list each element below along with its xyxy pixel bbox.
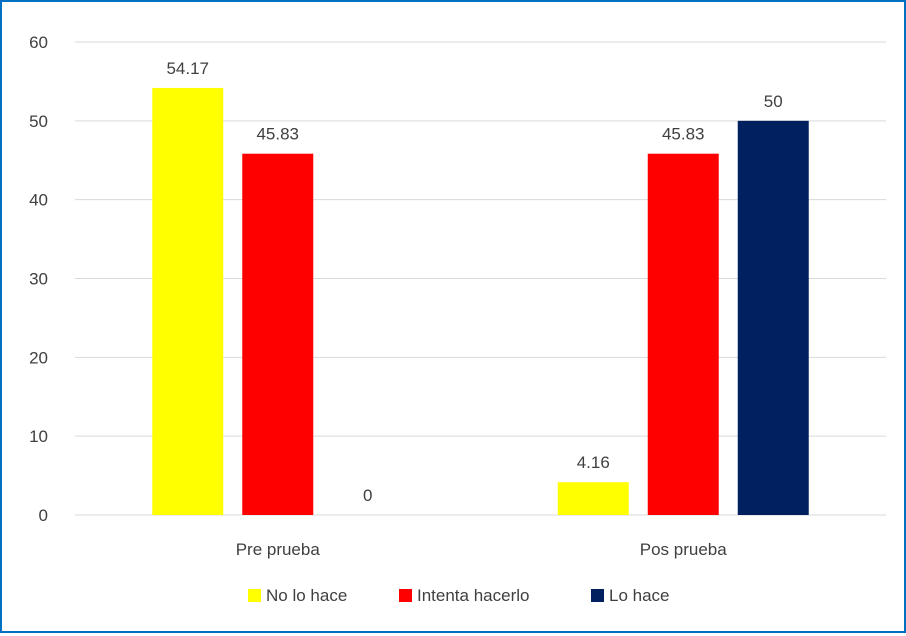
data-label: 54.17 (166, 59, 209, 78)
legend-label: Intenta hacerlo (417, 586, 529, 605)
bar (557, 482, 629, 515)
data-label: 45.83 (662, 125, 705, 144)
y-tick-label: 30 (29, 270, 48, 289)
data-label: 4.16 (577, 453, 610, 472)
y-tick-label: 60 (29, 33, 48, 52)
legend-swatch (248, 589, 261, 602)
data-label: 45.83 (256, 125, 299, 144)
y-tick-label: 10 (29, 427, 48, 446)
data-label: 0 (363, 486, 372, 505)
y-tick-label: 40 (29, 191, 48, 210)
y-tick-label: 20 (29, 348, 48, 367)
y-axis-ticks: 0 10 20 30 40 50 60 (29, 33, 48, 525)
y-tick-label: 50 (29, 112, 48, 131)
bars (152, 87, 809, 515)
y-tick-label: 0 (39, 506, 48, 525)
bar (737, 120, 809, 515)
legend-label: Lo hace (609, 586, 670, 605)
legend-label: No lo hace (266, 586, 347, 605)
legend-swatch (399, 589, 412, 602)
x-tick-label: Pos prueba (640, 540, 727, 559)
x-axis-ticks: Pre prueba Pos prueba (236, 540, 728, 559)
legend: No lo hace Intenta hacerlo Lo hace (248, 586, 670, 605)
legend-swatch (591, 589, 604, 602)
data-label: 50 (764, 92, 783, 111)
bar (647, 153, 719, 515)
bar (242, 153, 314, 515)
x-tick-label: Pre prueba (236, 540, 321, 559)
data-labels: 54.17 45.83 0 4.16 45.83 50 (166, 59, 782, 505)
bar (152, 87, 224, 515)
